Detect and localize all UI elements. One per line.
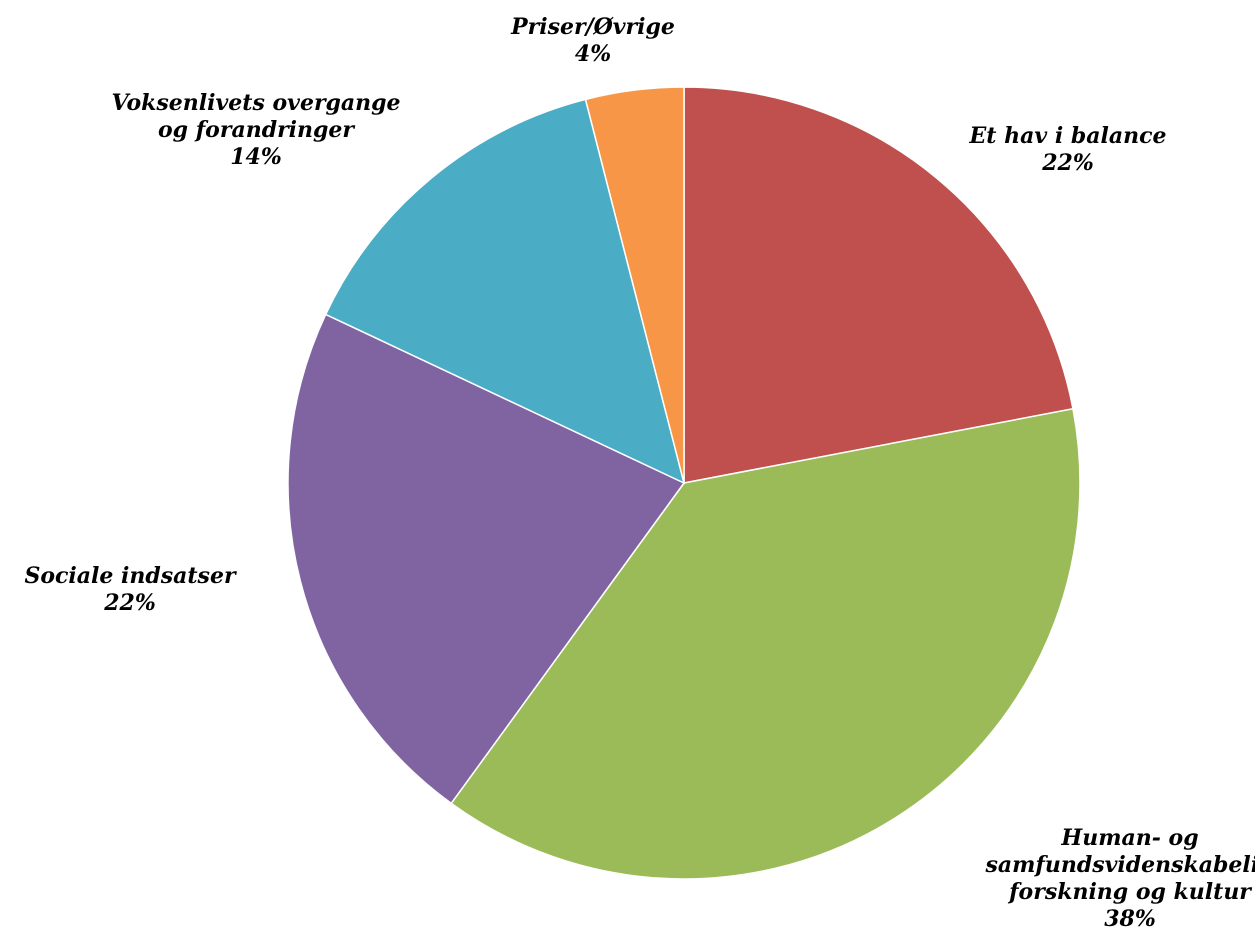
pie-slice-1: [450, 407, 1081, 880]
pie-slice-4: [584, 86, 685, 484]
data-label-percent: 22%: [103, 590, 156, 616]
data-label-category: Human- og: [1060, 825, 1198, 851]
data-label-0: Et hav i balance 22%: [969, 123, 1167, 176]
data-label-percent: 14%: [230, 144, 282, 170]
data-label-3: Voksenlivets overgange og forandringer 14%: [111, 90, 400, 170]
pie-labels: Et hav i balance 22%Human- og samfundsvide…: [24, 14, 1255, 932]
data-label-4: Priser/Øvrige 4%: [510, 14, 675, 67]
pie-slice-0: [683, 86, 1074, 484]
data-label-category: Voksenlivets overgange: [111, 90, 400, 116]
data-label-percent: 4%: [575, 41, 611, 67]
data-label-percent: 22%: [1041, 150, 1094, 176]
data-label-2: Sociale indsatser 22%: [24, 563, 237, 616]
data-label-category: Et hav i balance: [969, 123, 1167, 149]
data-label-category: Sociale indsatser: [24, 563, 237, 589]
pie-slices: [287, 86, 1081, 880]
data-label-category: samfundsvidenskabelig: [984, 852, 1255, 878]
data-label-percent: 38%: [1104, 906, 1156, 932]
data-label-1: Human- og samfundsvidenskabelig forskning …: [984, 825, 1255, 932]
data-label-category: Priser/Øvrige: [510, 14, 675, 40]
data-label-category: forskning og kultur: [1007, 879, 1252, 905]
pie-slice-3: [324, 98, 686, 485]
data-label-category: og forandringer: [158, 117, 355, 143]
